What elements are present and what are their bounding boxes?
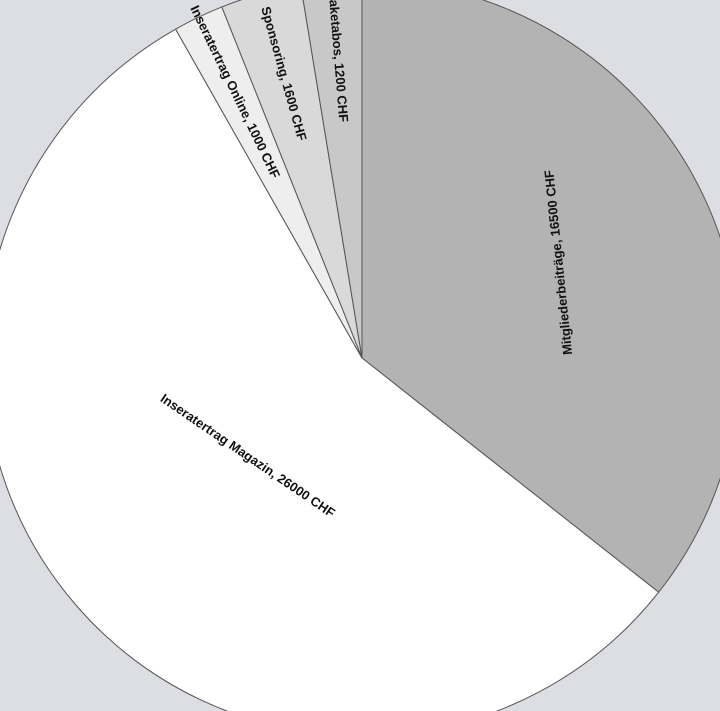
pie-slice-inseratertrag-magazin bbox=[0, 28, 660, 711]
pie-slice-paketabos bbox=[302, 0, 363, 359]
pie-slice-mitgliederbeitr-ge bbox=[361, 0, 720, 593]
pie-slice-sponsoring bbox=[221, 0, 363, 359]
